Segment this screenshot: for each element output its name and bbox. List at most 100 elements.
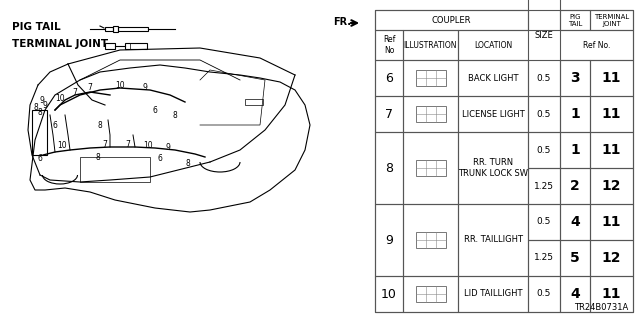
Bar: [403, 60, 458, 96]
Bar: [415, 232, 445, 248]
Bar: [590, 240, 633, 276]
Text: 10: 10: [381, 287, 397, 300]
Text: 7: 7: [72, 87, 77, 97]
Text: LID TAILLIGHT: LID TAILLIGHT: [464, 290, 522, 299]
Text: 6: 6: [152, 106, 157, 115]
Bar: [560, 240, 590, 276]
Bar: [528, 168, 560, 204]
Bar: [415, 160, 445, 176]
Bar: [375, 96, 403, 132]
Text: 6: 6: [385, 71, 393, 84]
Text: 9: 9: [43, 100, 47, 109]
Text: 1.25: 1.25: [534, 253, 554, 262]
Bar: [375, 204, 403, 276]
Text: 1: 1: [570, 107, 580, 121]
Text: COUPLER: COUPLER: [432, 15, 471, 25]
Text: LOCATION: LOCATION: [474, 41, 512, 50]
Text: 7: 7: [102, 140, 108, 148]
Bar: [415, 70, 445, 86]
Text: 7: 7: [125, 140, 131, 148]
Bar: [415, 106, 445, 122]
Bar: [32, 110, 47, 155]
Bar: [528, 132, 560, 168]
Text: TERMINAL JOINT: TERMINAL JOINT: [12, 39, 108, 49]
Bar: [560, 168, 590, 204]
Text: 8: 8: [173, 110, 177, 119]
Text: RR. TURN
TRUNK LOCK SW: RR. TURN TRUNK LOCK SW: [458, 158, 528, 178]
Text: 10: 10: [57, 140, 67, 149]
Bar: [105, 27, 113, 31]
Text: 12: 12: [602, 251, 621, 265]
Text: 0.5: 0.5: [537, 109, 551, 118]
Bar: [245, 99, 263, 105]
Bar: [458, 96, 528, 132]
Bar: [403, 30, 458, 60]
Bar: [458, 60, 528, 96]
Bar: [403, 132, 458, 204]
Text: BACK LIGHT: BACK LIGHT: [468, 74, 518, 83]
Bar: [590, 60, 633, 96]
Text: FR.: FR.: [333, 17, 351, 27]
Bar: [458, 204, 528, 276]
Bar: [560, 30, 633, 60]
Bar: [560, 60, 590, 96]
Bar: [403, 276, 458, 312]
Bar: [375, 30, 403, 60]
Bar: [375, 10, 633, 312]
Text: 0.5: 0.5: [537, 218, 551, 227]
Bar: [528, 0, 560, 30]
Text: 1.25: 1.25: [534, 181, 554, 190]
Bar: [105, 43, 115, 49]
Bar: [528, 204, 560, 240]
Text: 6: 6: [52, 121, 58, 130]
Bar: [590, 10, 633, 30]
Text: 8: 8: [385, 162, 393, 174]
Bar: [528, 60, 560, 96]
Text: ILLUSTRATION: ILLUSTRATION: [404, 41, 457, 50]
Text: TR24B0731A: TR24B0731A: [573, 303, 628, 312]
Text: 10: 10: [55, 93, 65, 102]
Bar: [80, 157, 150, 182]
Bar: [590, 96, 633, 132]
Text: 2: 2: [570, 179, 580, 193]
Bar: [560, 276, 590, 312]
Bar: [528, 96, 560, 132]
Bar: [125, 43, 147, 49]
Text: Ref
No: Ref No: [383, 35, 395, 55]
Bar: [415, 286, 445, 302]
Text: 7: 7: [385, 108, 393, 121]
Text: 9: 9: [166, 142, 170, 151]
Text: RR. TAILLIGHT: RR. TAILLIGHT: [463, 236, 522, 244]
Text: 9: 9: [143, 83, 147, 92]
Bar: [590, 276, 633, 312]
Text: 4: 4: [570, 287, 580, 301]
Bar: [118, 27, 148, 31]
Text: 5: 5: [570, 251, 580, 265]
Text: 11: 11: [602, 215, 621, 229]
Bar: [375, 276, 403, 312]
Text: 0.5: 0.5: [537, 74, 551, 83]
Text: 8: 8: [98, 121, 102, 130]
Text: 0.5: 0.5: [537, 146, 551, 155]
Text: PIG
TAIL: PIG TAIL: [568, 13, 582, 27]
Text: 12: 12: [602, 179, 621, 193]
Bar: [375, 132, 403, 204]
Text: 11: 11: [602, 143, 621, 157]
Bar: [113, 26, 118, 32]
Text: 8: 8: [186, 158, 190, 167]
Bar: [375, 10, 528, 30]
Bar: [560, 132, 590, 168]
Bar: [458, 30, 528, 60]
Bar: [560, 10, 590, 30]
Bar: [528, 276, 560, 312]
Bar: [403, 204, 458, 276]
Text: 6: 6: [38, 154, 42, 163]
Text: 7: 7: [88, 83, 92, 92]
Text: 3: 3: [570, 71, 580, 85]
Text: 8: 8: [34, 102, 38, 111]
Text: PIG TAIL: PIG TAIL: [12, 22, 61, 32]
Text: 9: 9: [385, 234, 393, 246]
Text: 11: 11: [602, 107, 621, 121]
Text: 11: 11: [602, 287, 621, 301]
Bar: [458, 276, 528, 312]
